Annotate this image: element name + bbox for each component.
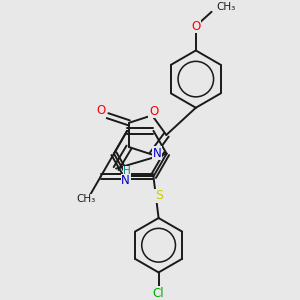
Text: H: H (123, 167, 131, 176)
Text: N: N (153, 147, 162, 160)
Text: O: O (97, 104, 106, 117)
Text: N: N (121, 174, 130, 187)
Text: Cl: Cl (153, 286, 164, 300)
Text: O: O (191, 20, 200, 33)
Text: S: S (155, 189, 163, 202)
Text: CH₃: CH₃ (216, 2, 236, 13)
Text: O: O (149, 104, 158, 118)
Text: CH₃: CH₃ (76, 194, 95, 204)
